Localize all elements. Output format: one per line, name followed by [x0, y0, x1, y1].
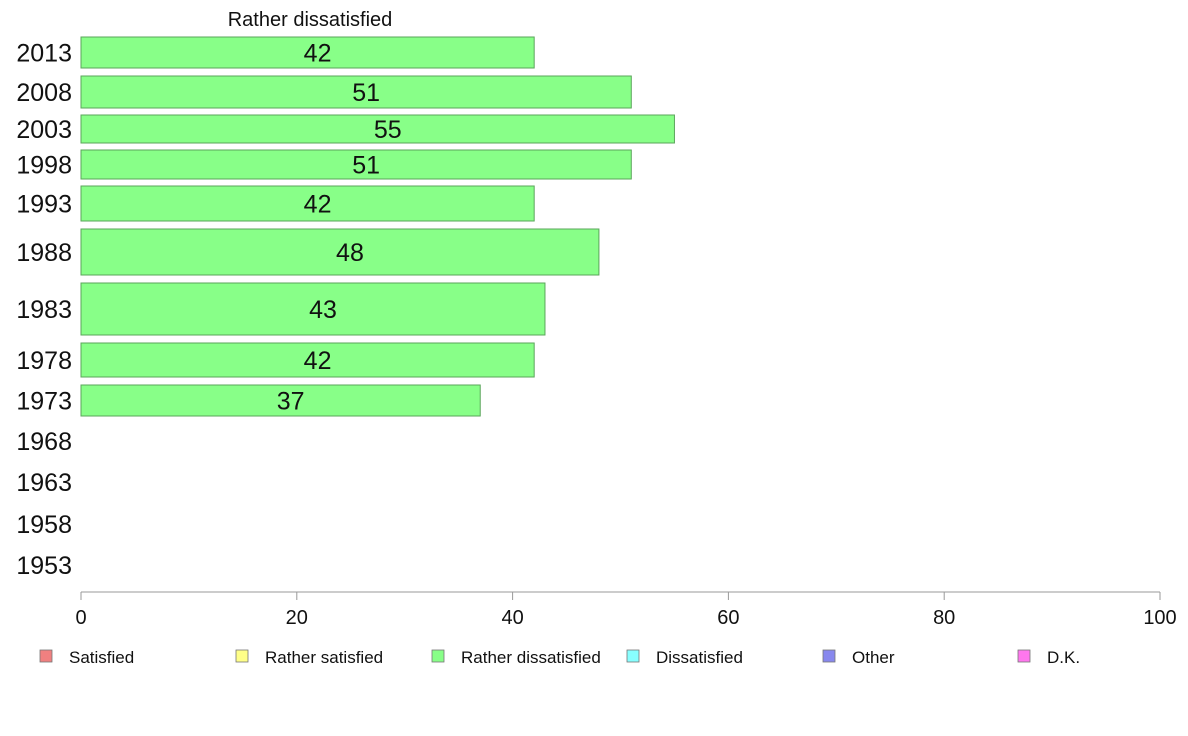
category-label-2008: 2008 [16, 79, 72, 107]
legend-label-other: Other [852, 648, 895, 667]
data-label-2013: 42 [304, 40, 332, 68]
legend-label-rather-dissatisfied: Rather dissatisfied [461, 648, 601, 667]
category-label-1983: 1983 [16, 296, 72, 324]
data-label-1973: 37 [277, 388, 305, 416]
x-tick-label-60: 60 [717, 607, 739, 629]
x-tick-label-80: 80 [933, 607, 955, 629]
legend: Satisfied Rather satisfied Rather dissatis… [39, 648, 1080, 667]
category-label-1963: 1963 [16, 469, 72, 497]
bar-2003 [80, 114, 675, 144]
x-axis: 0 20 40 60 80 100 [75, 591, 1177, 629]
legend-swatch-other [822, 649, 836, 663]
category-label-1973: 1973 [16, 388, 72, 416]
x-tick-label-20: 20 [286, 607, 308, 629]
category-label-1953: 1953 [16, 552, 72, 580]
x-tick-label-0: 0 [75, 607, 86, 629]
legend-swatch-d-k [1017, 649, 1031, 663]
category-labels: 2013 2008 2003 1998 1993 1988 1983 1978 1973 1968… [16, 40, 72, 581]
legend-label-satisfied: Satisfied [69, 648, 134, 667]
category-label-1993: 1993 [16, 191, 72, 219]
bar-2008 [80, 75, 632, 109]
data-label-1988: 48 [336, 239, 364, 267]
bar-1973 [80, 384, 481, 417]
legend-swatch-rather-dissatisfied [431, 649, 445, 663]
data-label-1993: 42 [304, 191, 332, 219]
data-label-2003: 55 [374, 116, 402, 144]
category-label-1968: 1968 [16, 428, 72, 456]
category-label-1958: 1958 [16, 511, 72, 539]
chart-title: Rather dissatisfied [228, 9, 393, 31]
x-tick-label-40: 40 [501, 607, 523, 629]
legend-swatch-rather-satisfied [235, 649, 249, 663]
legend-label-rather-satisfied: Rather satisfied [265, 648, 383, 667]
bar-2013 [80, 36, 535, 69]
legend-swatch-satisfied [39, 649, 53, 663]
category-label-2013: 2013 [16, 40, 72, 68]
x-tick-label-100: 100 [1143, 607, 1176, 629]
legend-label-dissatisfied: Dissatisfied [656, 648, 743, 667]
data-label-2008: 51 [352, 79, 380, 107]
bar-1988 [80, 228, 600, 276]
category-label-2003: 2003 [16, 116, 72, 144]
category-label-1998: 1998 [16, 152, 72, 180]
data-label-1998: 51 [352, 152, 380, 180]
category-label-1978: 1978 [16, 347, 72, 375]
legend-label-d-k: D.K. [1047, 648, 1080, 667]
bar-1998 [80, 149, 632, 180]
bar-1983 [80, 282, 546, 336]
data-label-1983: 43 [309, 296, 337, 324]
category-label-1988: 1988 [16, 239, 72, 267]
bar-1978 [80, 342, 535, 378]
bar-1993 [80, 185, 535, 222]
data-label-1978: 42 [304, 347, 332, 375]
legend-swatch-dissatisfied [626, 649, 640, 663]
